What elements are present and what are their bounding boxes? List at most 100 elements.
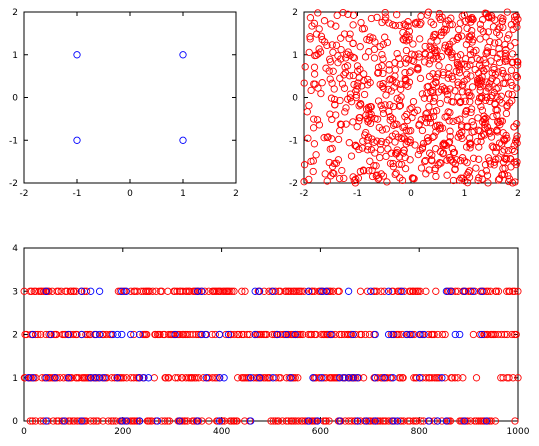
data-point	[482, 49, 490, 58]
data-point	[365, 36, 373, 44]
data-point	[391, 170, 399, 179]
data-point	[371, 417, 379, 425]
data-point	[503, 8, 511, 16]
data-point	[31, 330, 40, 339]
data-point	[438, 330, 447, 339]
data-point	[469, 287, 477, 295]
data-point	[317, 89, 325, 98]
data-point	[20, 287, 28, 295]
data-point	[44, 417, 52, 425]
data-point	[441, 44, 449, 52]
data-point	[127, 330, 135, 339]
data-point	[389, 21, 397, 29]
data-point	[465, 36, 473, 44]
data-point	[389, 102, 398, 111]
data-point	[91, 374, 99, 382]
data-point	[334, 156, 343, 164]
data-point	[300, 178, 308, 186]
data-point	[455, 61, 463, 70]
data-point	[445, 153, 453, 162]
data-point	[344, 48, 352, 56]
data-point	[504, 147, 512, 155]
data-point	[505, 90, 513, 98]
data-point	[334, 135, 343, 144]
data-point	[501, 136, 509, 144]
data-point	[442, 20, 450, 28]
data-point	[349, 39, 357, 48]
data-point	[432, 52, 441, 60]
data-point	[276, 287, 285, 295]
data-point	[371, 330, 379, 339]
data-point	[234, 374, 242, 382]
data-point	[294, 417, 302, 425]
x-tick-label: 400	[213, 427, 230, 437]
data-point	[463, 70, 471, 78]
data-point	[448, 97, 456, 106]
data-point	[247, 374, 255, 382]
data-point	[498, 171, 506, 179]
data-point	[336, 417, 344, 425]
data-point	[373, 115, 382, 123]
data-point	[344, 287, 353, 295]
data-point	[337, 45, 345, 54]
data-point	[431, 122, 440, 131]
data-point	[117, 374, 126, 382]
data-point	[489, 112, 497, 121]
data-point	[396, 374, 405, 382]
data-point	[317, 32, 326, 40]
data-point	[391, 66, 399, 74]
data-point	[287, 374, 295, 382]
data-point	[380, 374, 388, 382]
data-point	[437, 159, 445, 167]
data-point	[429, 20, 438, 29]
data-point	[282, 374, 291, 382]
data-point	[260, 287, 268, 295]
data-point	[95, 330, 104, 339]
data-point	[37, 330, 45, 339]
data-point	[284, 417, 292, 425]
data-point	[423, 109, 431, 117]
data-point	[466, 144, 474, 152]
data-point	[425, 72, 434, 81]
data-point	[416, 35, 424, 43]
data-point	[328, 41, 336, 49]
data-point	[389, 159, 397, 168]
x-tick-label: 800	[411, 427, 428, 437]
data-point	[428, 157, 436, 165]
data-point	[323, 133, 331, 142]
data-point	[382, 152, 390, 161]
data-point	[432, 79, 440, 87]
data-point	[385, 19, 393, 27]
data-point	[424, 330, 433, 339]
data-point	[42, 330, 50, 339]
data-point	[109, 330, 117, 339]
data-point	[378, 18, 386, 27]
data-point	[472, 164, 480, 172]
data-point	[340, 84, 349, 92]
x-tick-label: 0	[127, 189, 133, 199]
data-point	[272, 374, 280, 382]
data-point	[484, 154, 493, 162]
data-point	[315, 25, 323, 33]
data-point	[144, 374, 153, 382]
data-point	[294, 374, 302, 382]
data-point	[368, 172, 377, 181]
y-tick-label: 2	[12, 8, 18, 18]
data-point	[476, 20, 485, 28]
data-point	[486, 287, 495, 295]
data-point	[463, 159, 471, 167]
data-point	[34, 330, 42, 339]
data-point	[409, 40, 417, 48]
data-point	[385, 76, 393, 84]
data-point	[107, 417, 116, 425]
data-point	[457, 97, 465, 105]
data-point	[230, 287, 238, 295]
data-point	[364, 75, 372, 84]
data-point	[476, 56, 484, 64]
data-point	[441, 330, 449, 339]
data-point	[463, 179, 472, 187]
data-point	[238, 287, 246, 295]
data-point	[413, 18, 421, 26]
data-point	[351, 141, 359, 150]
data-point	[218, 417, 226, 425]
